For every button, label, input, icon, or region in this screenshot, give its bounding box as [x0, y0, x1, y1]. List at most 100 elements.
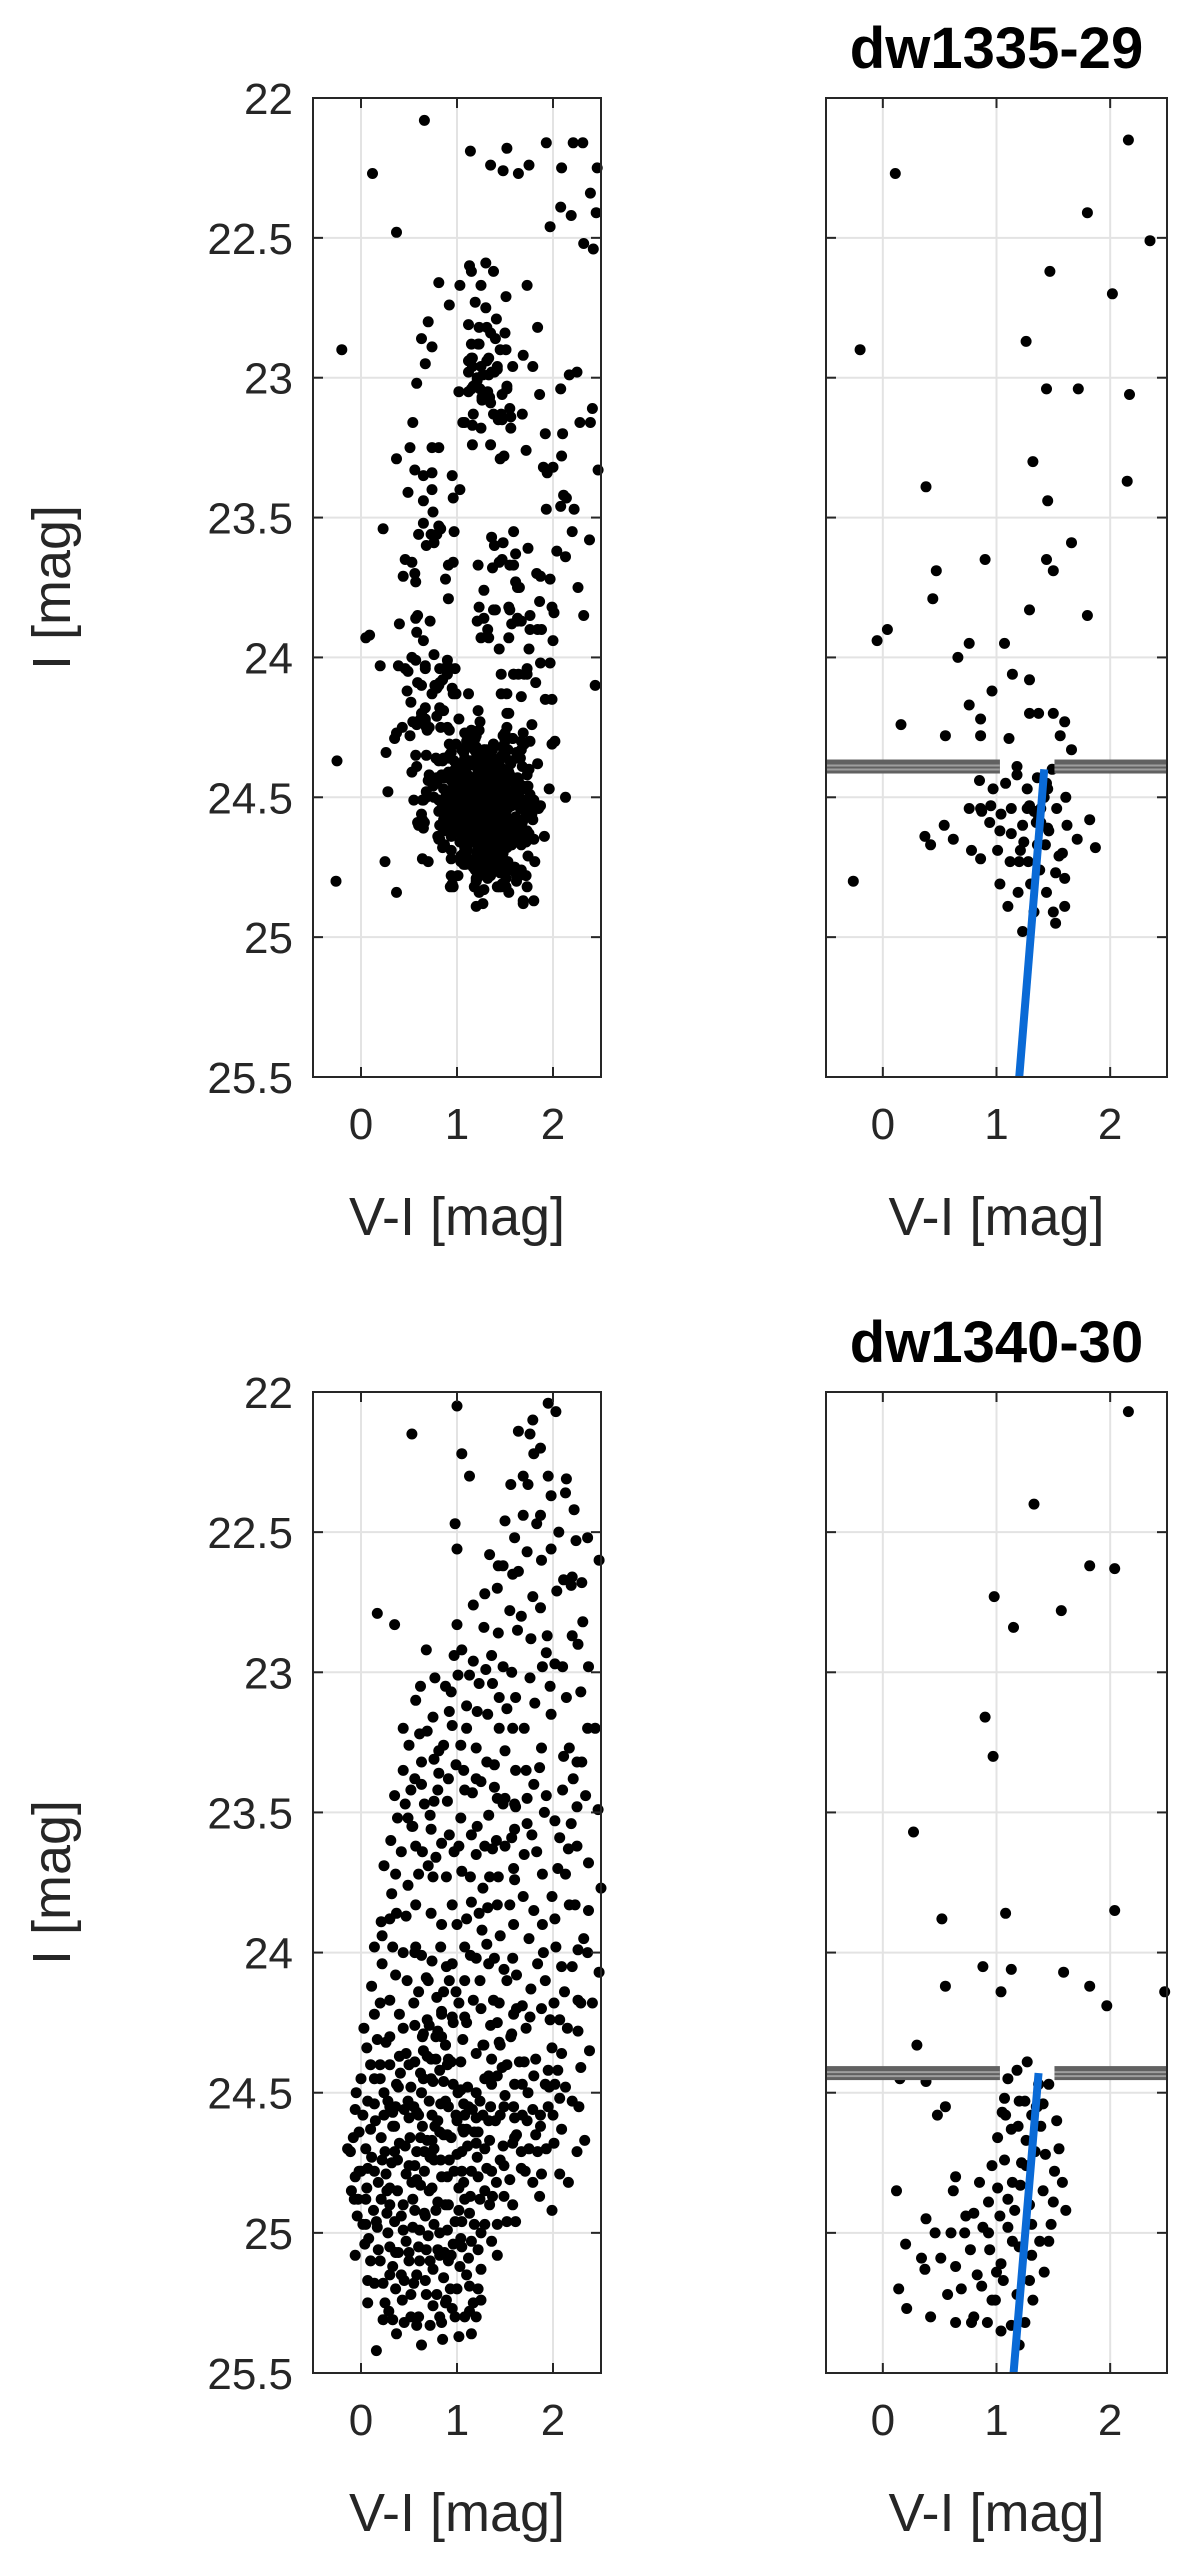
data-point — [486, 531, 498, 543]
data-point — [452, 766, 464, 778]
data-point — [515, 691, 527, 703]
data-point — [458, 2176, 470, 2188]
data-point — [419, 2210, 431, 2222]
data-point — [532, 624, 544, 635]
panel-title: dw1335-29 — [850, 16, 1143, 81]
data-point — [1061, 819, 1073, 831]
data-point — [1021, 783, 1033, 795]
data-point — [527, 1414, 539, 1426]
data-point — [336, 344, 348, 356]
data-point — [515, 735, 527, 747]
data-point — [407, 1820, 419, 1832]
data-point — [403, 2160, 415, 2172]
data-point — [1053, 850, 1065, 862]
data-point — [1056, 2176, 1068, 2188]
data-point — [582, 1722, 594, 1734]
data-point — [502, 817, 514, 828]
data-point — [871, 635, 883, 647]
data-point — [466, 419, 478, 431]
data-point — [452, 2087, 464, 2099]
data-point — [375, 1916, 387, 1928]
data-point — [403, 2255, 415, 2267]
data-point — [584, 187, 596, 199]
data-point — [432, 2196, 444, 2208]
data-point — [552, 1863, 564, 1874]
data-point — [572, 1638, 584, 1650]
data-point — [975, 713, 987, 725]
data-point — [389, 2146, 401, 2158]
data-point — [560, 1868, 571, 1880]
y-tick-label: 24 — [244, 634, 293, 683]
data-point — [1002, 2073, 1014, 2085]
data-point — [385, 1835, 397, 1846]
data-point — [449, 1518, 461, 1530]
x-tick-label: 2 — [1098, 1100, 1122, 1149]
data-point — [575, 2062, 587, 2073]
data-point — [424, 1809, 436, 1821]
data-point — [433, 805, 445, 817]
data-point — [464, 1871, 476, 1883]
data-point — [391, 2328, 402, 2340]
data-point — [1071, 833, 1083, 845]
data-point — [583, 1905, 594, 1916]
data-point — [488, 265, 499, 277]
data-point — [939, 730, 951, 742]
data-point — [410, 1840, 422, 1852]
data-point — [376, 1930, 388, 1942]
data-point — [440, 789, 452, 800]
y-axis-label: I [mag] — [22, 1800, 82, 1965]
data-point — [436, 2171, 448, 2183]
data-point — [546, 693, 558, 705]
data-point — [942, 2289, 954, 2300]
data-point — [454, 2261, 466, 2272]
x-tick-label: 1 — [445, 1100, 469, 1149]
data-point — [1024, 2275, 1035, 2286]
data-point — [895, 719, 907, 731]
data-point — [449, 663, 461, 675]
data-point — [483, 1809, 495, 1821]
data-point — [507, 361, 519, 372]
data-point — [521, 663, 533, 675]
data-point — [474, 2193, 486, 2205]
data-point — [384, 2101, 396, 2113]
data-point — [543, 783, 555, 795]
data-point — [479, 2143, 491, 2155]
data-point — [517, 1509, 529, 1521]
data-point — [566, 1630, 578, 1642]
data-point — [482, 1708, 494, 1720]
data-point — [512, 1565, 524, 1577]
data-point — [404, 730, 416, 742]
data-point — [474, 383, 486, 395]
data-point — [995, 808, 1007, 820]
data-point — [582, 1947, 594, 1959]
data-point — [546, 2204, 558, 2216]
x-axis-label: V-I [mag] — [349, 2483, 565, 2543]
data-point — [486, 817, 498, 828]
data-point — [510, 1764, 522, 1776]
data-point — [971, 2269, 983, 2281]
data-point — [470, 1952, 482, 1964]
data-point — [548, 607, 560, 619]
data-point — [365, 2059, 377, 2071]
data-point — [1009, 2204, 1021, 2216]
data-point — [519, 2165, 531, 2177]
data-point — [451, 1543, 463, 1555]
data-point — [428, 2154, 440, 2166]
x-tick-label: 1 — [984, 1100, 1008, 1149]
data-point — [999, 637, 1010, 649]
data-point — [1005, 1963, 1017, 1975]
data-point — [509, 861, 521, 873]
data-point — [416, 1778, 427, 1790]
data-point — [420, 1644, 432, 1656]
data-point — [586, 1997, 598, 2009]
data-point — [488, 604, 499, 616]
data-point — [979, 1711, 991, 1723]
data-point — [983, 2227, 994, 2239]
data-point — [571, 1801, 583, 1813]
data-point — [448, 526, 460, 538]
data-point — [408, 794, 420, 806]
data-point — [854, 344, 866, 356]
data-point — [474, 716, 486, 728]
data-point — [360, 2143, 372, 2155]
